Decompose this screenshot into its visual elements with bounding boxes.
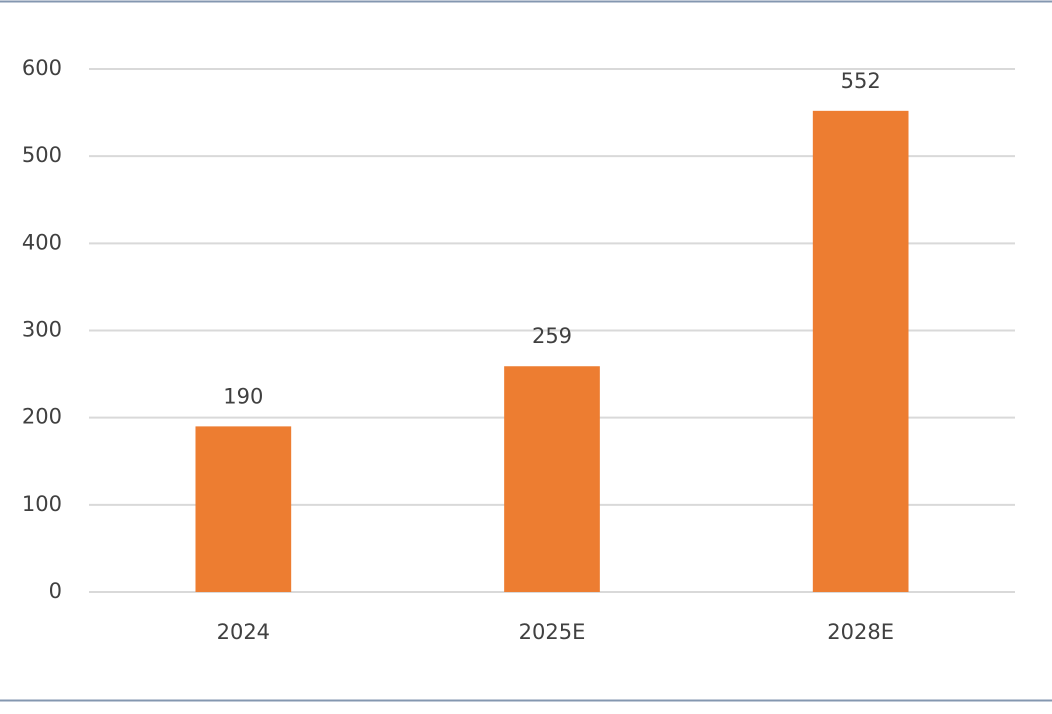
x-tick-label: 2024 — [217, 620, 270, 644]
bar — [504, 366, 600, 592]
x-tick-label: 2025E — [519, 620, 586, 644]
x-tick-label: 2028E — [827, 620, 894, 644]
value-label: 190 — [223, 384, 263, 408]
value-label: 552 — [841, 69, 881, 93]
value-label: 259 — [532, 324, 572, 348]
y-tick-label: 100 — [22, 492, 62, 516]
bar — [812, 110, 909, 592]
y-tick-label: 500 — [22, 143, 62, 167]
y-tick-label: 600 — [22, 56, 62, 80]
bar — [195, 426, 292, 592]
y-tick-label: 400 — [22, 230, 62, 254]
y-tick-label: 300 — [22, 318, 62, 342]
y-tick-label: 200 — [22, 405, 62, 429]
y-tick-label: 0 — [49, 579, 62, 603]
